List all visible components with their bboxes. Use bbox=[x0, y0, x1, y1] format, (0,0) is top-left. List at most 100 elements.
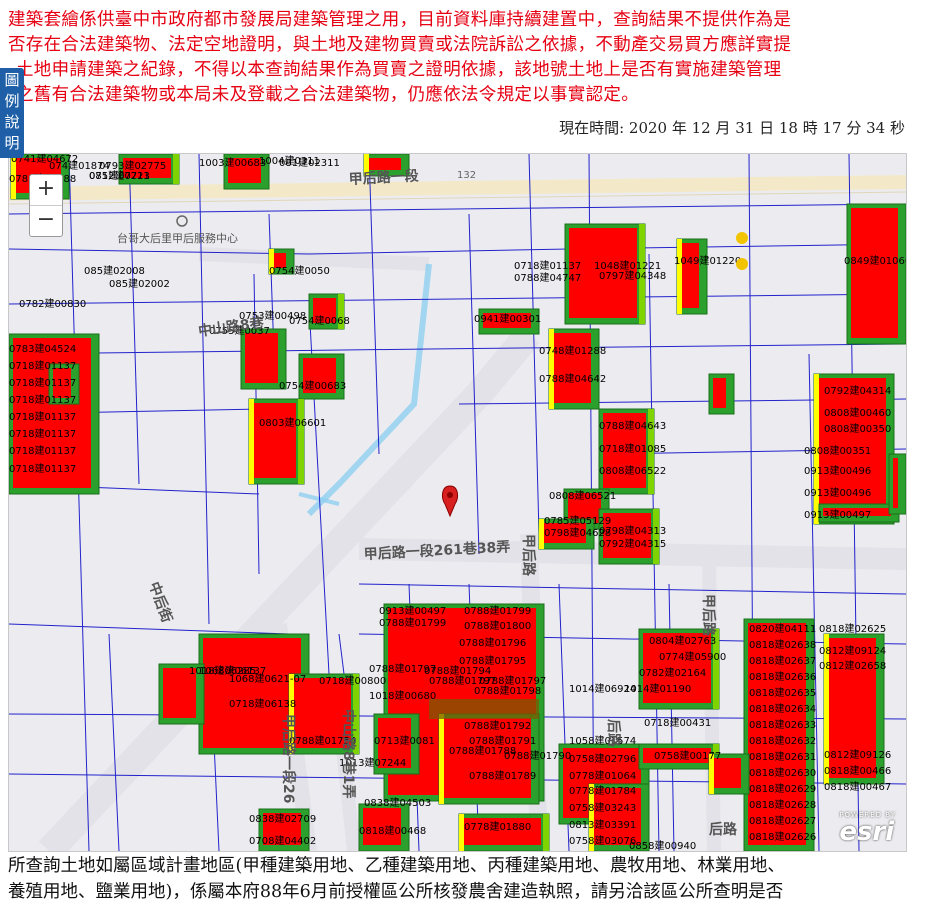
building-permit-label: 1014建06924 bbox=[569, 682, 636, 695]
building-permit-label: 0718建06138 bbox=[229, 697, 296, 710]
building-permit-label: 0818建02636 bbox=[749, 670, 816, 683]
building-permit-label: 0798建04313 bbox=[599, 524, 666, 537]
building-footprint bbox=[603, 413, 646, 488]
building-footprint bbox=[681, 243, 699, 308]
building-permit-label: 0718建01137 bbox=[9, 427, 76, 440]
building-permit-label: 0818建02627 bbox=[749, 814, 816, 827]
zoom-in-button[interactable]: + bbox=[36, 176, 56, 201]
building-permit-label: 0718建01137 bbox=[9, 444, 76, 457]
legend-tab-label: 圖例說明 bbox=[4, 71, 20, 152]
zoom-out-button[interactable]: − bbox=[30, 205, 62, 236]
building-permit-label: 0774建05900 bbox=[659, 650, 726, 663]
attribution-powered: POWERED BY bbox=[839, 811, 896, 819]
building-footprint bbox=[443, 718, 531, 798]
building-permit-label: 0788建01797 bbox=[429, 674, 496, 687]
notice-line: 之舊有合法建築物或本局未及登載之合法建築物，仍應依法令規定以事實認定。 bbox=[16, 85, 639, 105]
zoning-description: 所查詢土地如屬區域計畫地區(甲種建築用地、乙種建築用地、丙種建築用地、農牧用地、… bbox=[8, 853, 913, 905]
building-footprint bbox=[368, 158, 401, 170]
building-footprint bbox=[828, 638, 876, 778]
building-permit-label: 0813建03391 bbox=[569, 818, 636, 831]
building-permit-label: 0758建00177 bbox=[654, 749, 721, 762]
building-permit-label: 0758建03076 bbox=[569, 834, 636, 847]
building-permit-label: 0913建00497 bbox=[379, 604, 446, 617]
map-view[interactable]: 0741建04672 074建01874 0793建02775 081建07723 10… bbox=[8, 153, 907, 852]
attribution-brand: esri bbox=[839, 817, 895, 847]
building-footprint bbox=[639, 224, 645, 324]
building-footprint bbox=[823, 508, 891, 516]
building-footprint bbox=[748, 623, 806, 845]
street-label: 中山路8巷1弄 bbox=[340, 709, 357, 798]
parcel-line bbox=[68, 154, 90, 851]
building-permit-label: 0808建00350 bbox=[824, 422, 891, 435]
location-pin-icon[interactable] bbox=[441, 485, 459, 518]
building-permit-label: 0792建04315 bbox=[599, 537, 666, 550]
building-footprint bbox=[364, 154, 369, 176]
building-permit-label: 0788建01754 bbox=[289, 734, 356, 747]
building-permit-label: 0718建01137 bbox=[9, 462, 76, 475]
building-permit-label: 0755建0037 bbox=[209, 324, 270, 337]
building-permit-label: 0804建02763 bbox=[649, 634, 716, 647]
building-permit-label: 0818建00468 bbox=[359, 824, 426, 837]
parcel-line bbox=[368, 154, 380, 455]
building-permit-label: 0788建01799 bbox=[464, 604, 531, 617]
building-permit-label: 0718建01137 bbox=[514, 259, 581, 272]
building-permit-label: 0758建02796 bbox=[569, 752, 636, 765]
building-footprint bbox=[553, 333, 591, 403]
building-permit-label: 0808建06521 bbox=[549, 489, 616, 502]
parcel-line bbox=[9, 203, 906, 215]
building-footprint bbox=[569, 228, 637, 318]
parcel-line bbox=[128, 154, 140, 485]
building-footprint bbox=[713, 378, 726, 408]
notice-line: 建築套繪係供臺中市政府都市發展局建築管理之用，目前資料庫持續建置中，查詢結果不提… bbox=[8, 10, 792, 30]
building-footprint bbox=[228, 158, 261, 183]
esri-logo: POWERED BY esri bbox=[839, 811, 896, 845]
building-permit-label: 1018建00680 bbox=[369, 689, 436, 702]
building-footprint bbox=[568, 493, 601, 523]
building-footprint bbox=[293, 678, 351, 748]
building-permit-label: 0788建01788 bbox=[449, 744, 516, 757]
building-permit-label: 0788建01799 bbox=[379, 616, 446, 629]
building-footprint bbox=[814, 374, 819, 524]
building-footprint bbox=[643, 633, 711, 703]
description-line: 養殖用地、鹽業用地)，係屬本府88年6月前授權區公所核發農舍建造執照，請另洽該區… bbox=[8, 882, 784, 902]
building-footprint bbox=[713, 758, 741, 788]
building-permit-label: 1003建00683 bbox=[199, 156, 266, 169]
street-labels-layer: 甲后路一段甲后路一段261巷38弄中山路8巷甲后路甲后路后路中后街甲后路一段26… bbox=[145, 167, 738, 838]
building-permit-label: 0812建09124 bbox=[819, 644, 886, 657]
legend-toggle-button[interactable]: 圖例說明 bbox=[0, 68, 24, 158]
building-footprint bbox=[363, 808, 401, 845]
street-label: 甲后路 bbox=[700, 594, 717, 637]
building-permit-label: 0803建06601 bbox=[259, 416, 326, 429]
building-permit-label: 1058建01574 bbox=[569, 734, 636, 747]
building-permit-label: 0748建01288 bbox=[539, 344, 606, 357]
building-footprint bbox=[459, 814, 464, 851]
building-permit-label: 0788建01797 bbox=[479, 674, 546, 687]
parcel-line bbox=[9, 293, 906, 305]
building-permit-label: 0820建04111 bbox=[749, 622, 816, 635]
building-footprint bbox=[439, 714, 444, 804]
building-footprint bbox=[269, 249, 274, 274]
building-permit-label: 1004建0311 bbox=[259, 154, 320, 167]
building-permit-label: 1013建07244 bbox=[339, 756, 406, 769]
building-permit-label: 0788建01796 bbox=[459, 636, 526, 649]
parcel-line bbox=[9, 248, 310, 255]
building-permit-label: 0752建0211 bbox=[89, 169, 150, 182]
building-footprint bbox=[263, 813, 301, 845]
building-footprint bbox=[818, 378, 886, 518]
building-permit-label: 0818建00466 bbox=[824, 764, 891, 777]
building-permit-label: 0812建02658 bbox=[819, 659, 886, 672]
building-permit-label: 0818建02638 bbox=[749, 638, 816, 651]
person-icon bbox=[736, 232, 748, 270]
building-footprint bbox=[353, 674, 359, 754]
poi-label: 台哥大后里甲后服務中心 bbox=[117, 231, 238, 245]
parcel-line bbox=[808, 353, 820, 851]
building-permit-label: 0778建01880 bbox=[464, 820, 531, 833]
building-footprint bbox=[203, 638, 301, 748]
building-footprint bbox=[643, 748, 711, 763]
building-permit-label: 0785建05129 bbox=[544, 514, 611, 527]
building-permit-label: 0718建01137 bbox=[9, 393, 76, 406]
building-footprint bbox=[824, 634, 829, 784]
building-permit-label: 0858建00940 bbox=[629, 839, 696, 851]
building-permit-label: 0913建00496 bbox=[804, 464, 871, 477]
